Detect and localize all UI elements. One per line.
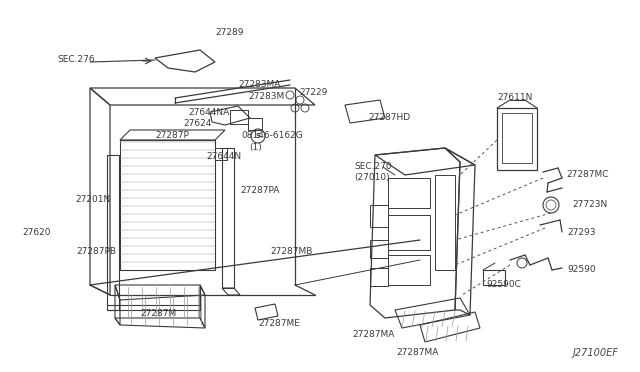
Bar <box>215 148 227 160</box>
Text: 27283M: 27283M <box>248 92 284 101</box>
Bar <box>388 215 430 250</box>
Text: 27287MA: 27287MA <box>396 348 438 357</box>
Text: 27620: 27620 <box>22 228 51 237</box>
Text: SEC.270: SEC.270 <box>354 162 392 171</box>
Bar <box>370 240 388 258</box>
Bar <box>230 110 248 124</box>
Text: 27611N: 27611N <box>497 93 532 102</box>
Bar <box>370 268 388 286</box>
Text: 27289: 27289 <box>215 28 243 37</box>
Text: 27201N: 27201N <box>75 195 110 204</box>
Bar <box>248 118 262 130</box>
Text: 27293: 27293 <box>567 228 595 237</box>
Text: 27287MB: 27287MB <box>270 247 312 256</box>
Text: 08146-6162G: 08146-6162G <box>241 131 303 140</box>
Text: 27287M: 27287M <box>140 309 176 318</box>
Bar <box>483 270 505 285</box>
Text: 27287ME: 27287ME <box>258 319 300 328</box>
Bar <box>388 255 430 285</box>
Text: 27287PA: 27287PA <box>240 186 280 195</box>
Text: 27287MC: 27287MC <box>566 170 609 179</box>
Text: 27287P: 27287P <box>155 131 189 140</box>
Text: 27283MA: 27283MA <box>238 80 280 89</box>
Bar <box>502 113 532 163</box>
Text: 27723N: 27723N <box>572 200 607 209</box>
Bar <box>497 108 537 170</box>
Text: 27644NA: 27644NA <box>188 108 229 117</box>
Bar <box>222 148 234 288</box>
Bar <box>120 140 215 270</box>
Text: (27010): (27010) <box>354 173 390 182</box>
Text: SEC.276: SEC.276 <box>57 55 95 64</box>
Text: S: S <box>255 133 260 139</box>
Text: 92590: 92590 <box>567 265 596 274</box>
Text: 27229: 27229 <box>299 88 328 97</box>
Text: J27100EF: J27100EF <box>572 348 618 358</box>
Bar <box>388 178 430 208</box>
Text: 27287PB: 27287PB <box>76 247 116 256</box>
Text: 27287HD: 27287HD <box>368 113 410 122</box>
Bar <box>107 155 119 310</box>
Bar <box>435 175 455 270</box>
Bar <box>370 205 388 227</box>
Text: 27287MA: 27287MA <box>352 330 394 339</box>
Text: (1): (1) <box>249 143 262 152</box>
Text: 27624: 27624 <box>183 119 211 128</box>
Text: 27644N: 27644N <box>206 152 241 161</box>
Text: 92590C: 92590C <box>486 280 521 289</box>
